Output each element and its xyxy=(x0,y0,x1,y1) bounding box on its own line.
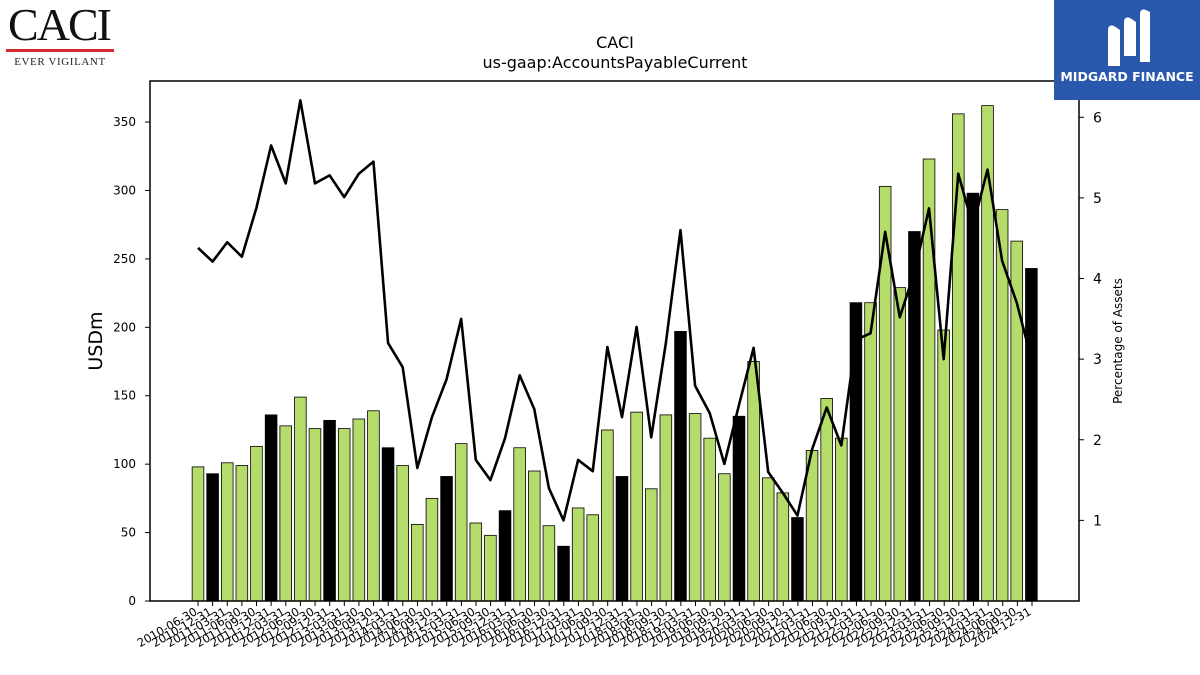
midgard-finance-logo: MIDGARD FINANCE xyxy=(1054,0,1200,100)
bar xyxy=(542,525,556,602)
line-series xyxy=(197,99,1033,522)
bar xyxy=(206,473,219,602)
y-axis-ticks: 0 50 100 150 200 250 300 350 xyxy=(113,115,150,608)
bar xyxy=(1025,268,1038,602)
caci-logo-tagline: EVER VIGILANT xyxy=(14,56,106,68)
bar xyxy=(279,425,292,602)
bar xyxy=(191,466,205,602)
bar xyxy=(644,488,658,602)
bar xyxy=(396,465,409,602)
y-tick-label: 300 xyxy=(113,183,136,197)
bar xyxy=(381,447,395,602)
bar xyxy=(615,476,629,602)
bar xyxy=(220,462,234,602)
bar xyxy=(776,492,790,602)
bar xyxy=(1010,240,1024,602)
y2-axis-ticks: 1 2 3 4 5 6 xyxy=(1079,110,1102,529)
bar xyxy=(995,209,1009,602)
bar xyxy=(791,517,804,602)
bar xyxy=(425,497,439,602)
midgard-logo-mark-icon xyxy=(1108,9,1150,66)
bar xyxy=(337,428,351,602)
bar xyxy=(981,105,994,602)
y-tick-label: 150 xyxy=(113,389,136,403)
caci-logo-wordmark: CACI xyxy=(8,0,112,50)
bar-series xyxy=(191,105,1038,602)
bar xyxy=(893,287,907,602)
bar xyxy=(732,415,746,602)
bar xyxy=(864,302,877,602)
bar xyxy=(601,429,614,602)
y-axis-label: USDm xyxy=(85,311,107,370)
x-axis-ticks: 2010-06-302010-12-312011-03-312011-06-30… xyxy=(135,601,1034,650)
y-tick-label: 250 xyxy=(113,252,136,266)
caci-logo: CACI EVER VIGILANT xyxy=(4,2,114,72)
y2-tick-label: 2 xyxy=(1093,433,1102,449)
bar xyxy=(308,428,322,602)
bar xyxy=(761,477,775,602)
bar xyxy=(367,410,380,602)
y-tick-label: 350 xyxy=(113,115,136,129)
bar xyxy=(820,398,833,602)
bar xyxy=(454,443,468,602)
y2-axis-label: Percentage of Assets xyxy=(1111,278,1125,404)
bar xyxy=(630,411,643,602)
bar xyxy=(718,473,731,602)
chart-title: CACI xyxy=(596,33,634,52)
y2-tick-label: 6 xyxy=(1093,110,1102,126)
bar xyxy=(674,331,687,602)
bar xyxy=(571,507,585,602)
bar xyxy=(703,437,716,602)
bar xyxy=(250,445,263,602)
y2-tick-label: 4 xyxy=(1093,272,1102,288)
y2-tick-label: 1 xyxy=(1093,513,1102,529)
bar xyxy=(469,522,483,602)
bar xyxy=(440,476,453,602)
bar xyxy=(323,419,336,602)
bar xyxy=(484,534,497,602)
bar xyxy=(557,545,570,602)
bar xyxy=(352,418,366,602)
y-tick-label: 200 xyxy=(113,320,136,334)
bar xyxy=(937,329,950,602)
midgard-logo-name: MIDGARD FINANCE xyxy=(1060,69,1194,84)
percentage-of-assets-line xyxy=(197,99,1033,522)
bar xyxy=(498,510,512,602)
bar xyxy=(528,470,541,602)
y-tick-label: 0 xyxy=(128,594,136,608)
bar xyxy=(835,437,848,602)
y-tick-label: 100 xyxy=(113,457,136,471)
bar xyxy=(966,192,980,602)
bar xyxy=(264,414,278,602)
plot-frame xyxy=(149,80,1080,602)
bar xyxy=(513,447,526,602)
y2-tick-label: 5 xyxy=(1093,191,1102,207)
bar xyxy=(586,514,600,602)
bar xyxy=(411,523,424,602)
bar xyxy=(747,361,760,602)
bar xyxy=(294,396,307,602)
caci-logo-rule xyxy=(6,49,114,52)
bar xyxy=(235,465,249,602)
bar xyxy=(659,414,673,602)
bar xyxy=(688,413,702,602)
y2-tick-label: 3 xyxy=(1093,352,1102,368)
chart-subtitle: us-gaap:AccountsPayableCurrent xyxy=(482,53,747,72)
y-tick-label: 50 xyxy=(121,526,136,540)
